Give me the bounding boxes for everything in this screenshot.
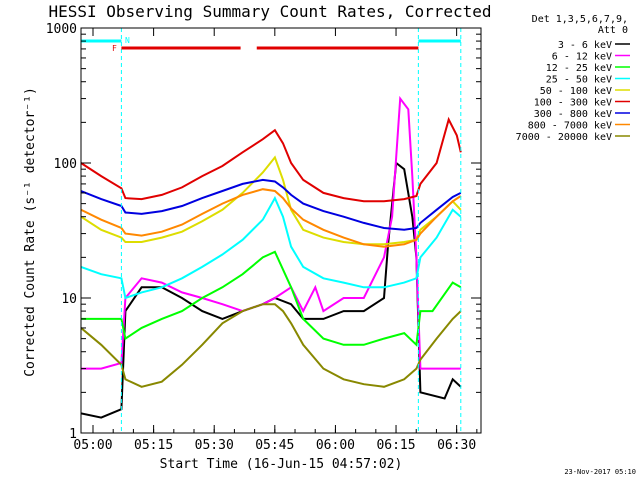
chart-title: HESSI Observing Summary Count Rates, Cor… [48, 2, 491, 21]
x-tick-label: 05:30 [195, 438, 234, 453]
flare-flag-label: F [112, 44, 117, 53]
y-axis-label: Corrected Count Rate (s⁻¹ detector⁻¹) [23, 87, 38, 377]
legend-label-1: 6 - 12 keV [552, 52, 612, 63]
flag-bars: FN [81, 28, 462, 433]
legend-label-6: 300 - 800 keV [534, 109, 612, 120]
legend-header-1: Att 0 [598, 25, 628, 36]
night-flag-label: N [125, 36, 130, 45]
y-axis: 1 10 100 1000 [46, 22, 481, 442]
y-tick-label: 1 [69, 427, 77, 442]
series-line-1 [81, 95, 461, 370]
legend-label-4: 50 - 100 keV [540, 86, 612, 97]
x-tick-label: 05:45 [255, 438, 294, 453]
y-tick-label: 100 [54, 157, 77, 172]
legend-label-5: 100 - 300 keV [534, 98, 612, 109]
series-line-3 [81, 195, 462, 300]
plot-frame [80, 27, 482, 434]
x-axis-label: Start Time (16-Jun-15 04:57:02) [160, 457, 403, 472]
legend-label-8: 7000 - 20000 keV [516, 132, 612, 143]
y-tick-label: 10 [61, 292, 77, 307]
series-line-5 [81, 116, 462, 203]
legend-label-3: 25 - 50 keV [546, 75, 612, 86]
x-axis: 05:00 05:15 05:30 05:45 06:00 06:15 06:30 [73, 28, 478, 453]
series-line-7 [81, 188, 462, 248]
x-tick-label: 05:00 [73, 438, 112, 453]
x-tick-label: 06:15 [376, 438, 415, 453]
series-line-6 [81, 178, 462, 231]
legend-label-7: 800 - 7000 keV [528, 121, 612, 132]
series-line-2 [81, 250, 462, 347]
x-tick-label: 06:30 [437, 438, 476, 453]
x-tick-label: 05:15 [134, 438, 173, 453]
legend-label-0: 3 - 6 keV [558, 40, 612, 51]
series-layer [81, 95, 462, 419]
date-stamp: 23-Nov-2017 05:10 [564, 468, 636, 476]
legend-header-0: Det 1,3,5,6,7,9, [532, 14, 628, 25]
y-tick-label: 1000 [46, 22, 77, 37]
legend-label-2: 12 - 25 keV [546, 63, 612, 74]
series-line-8 [81, 303, 462, 388]
x-tick-label: 06:00 [316, 438, 355, 453]
